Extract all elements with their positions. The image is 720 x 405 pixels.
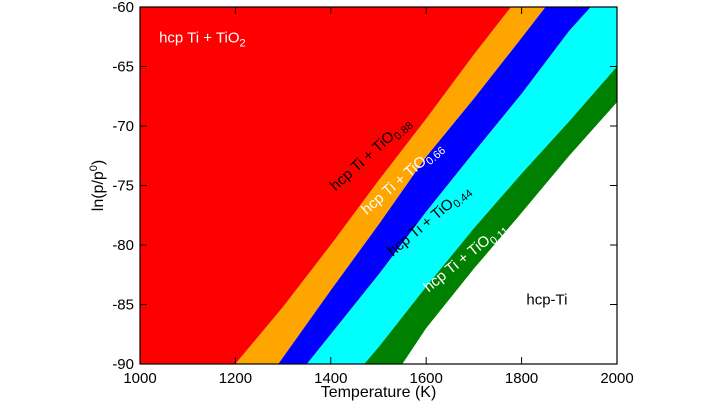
x-axis-title: Temperature (K) [321,384,437,401]
y-tick-label: -80 [112,237,134,254]
region-hcp-ti [402,102,617,364]
region-tio-088 [235,7,546,364]
y-tick-label: -70 [112,118,134,135]
y-axis-title: ln(p/p0) [88,160,107,211]
region-label-main: hcp-Ti [526,292,567,309]
region-label-subscript: 2 [240,38,246,50]
y-tick-label: -90 [112,356,134,373]
region-tio-2 [140,7,512,364]
y-tick-label: -85 [112,297,134,314]
y-tick-label: -75 [112,178,134,195]
y-tick-label: -60 [112,0,134,16]
x-tick-label: 1200 [219,370,252,387]
phase-regions [140,7,617,364]
y-tick-label: -65 [112,59,134,76]
region-label: hcp-Ti [526,292,567,309]
y-axis-title-end: ) [90,160,107,165]
region-label-main: hcp Ti + TiO [159,30,239,47]
axis-ticks: 1000 1200 1400 1600 1800 2000 -90 -85 -80 -75 -70 -… [112,0,633,387]
y-axis-title-sup: 0 [88,165,100,171]
x-tick-label: 1600 [410,370,443,387]
x-tick-label: 1400 [314,370,347,387]
region-tio-044 [306,7,617,364]
x-tick-label: 1000 [123,370,156,387]
x-tick-label: 1800 [505,370,538,387]
x-tick-label: 2000 [600,370,633,387]
y-axis-title-main: ln(p/p [90,171,107,211]
region-tio-011 [364,66,617,364]
region-label: hcp Ti + TiO2 [159,30,246,50]
region-tio-066 [278,7,591,364]
